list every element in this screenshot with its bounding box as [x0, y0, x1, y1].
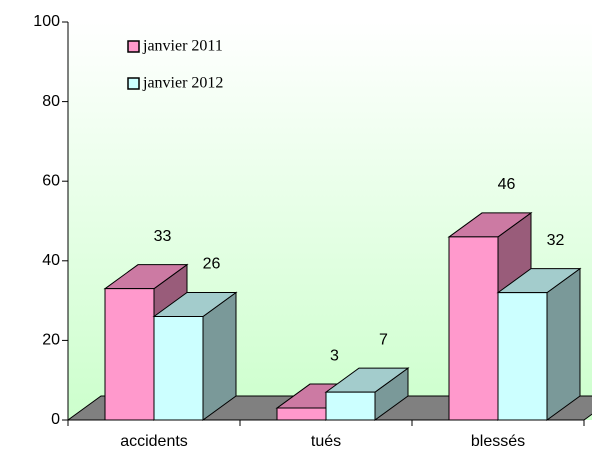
bar — [152, 291, 238, 421]
legend-label: janvier 2012 — [142, 75, 223, 92]
legend-label: janvier 2011 — [142, 38, 223, 55]
value-label: 32 — [547, 232, 565, 249]
y-tick-label: 80 — [42, 93, 60, 110]
legend-swatch — [127, 40, 140, 53]
bar-face — [546, 267, 581, 421]
bar-face — [153, 316, 204, 421]
x-tick-label: accidents — [120, 433, 188, 450]
y-tick-label: 100 — [33, 13, 60, 30]
y-tick-label: 20 — [42, 332, 60, 349]
x-tick-label: blessés — [471, 433, 525, 450]
legend-swatch — [127, 77, 140, 90]
y-tick-label: 60 — [42, 172, 60, 189]
bar-face — [276, 407, 327, 421]
x-tick-label: tués — [311, 433, 341, 450]
y-tick-label: 40 — [42, 252, 60, 269]
value-label: 3 — [330, 347, 339, 364]
value-label: 7 — [379, 331, 388, 348]
value-label: 26 — [203, 256, 221, 273]
bar-face — [497, 292, 548, 421]
bar-face — [325, 391, 376, 421]
bar — [324, 367, 410, 421]
bar-face — [104, 288, 155, 421]
value-label: 33 — [154, 228, 172, 245]
bar — [496, 267, 582, 421]
value-label: 46 — [498, 176, 516, 193]
y-tick-label: 0 — [51, 411, 60, 428]
bar-face — [448, 236, 499, 421]
